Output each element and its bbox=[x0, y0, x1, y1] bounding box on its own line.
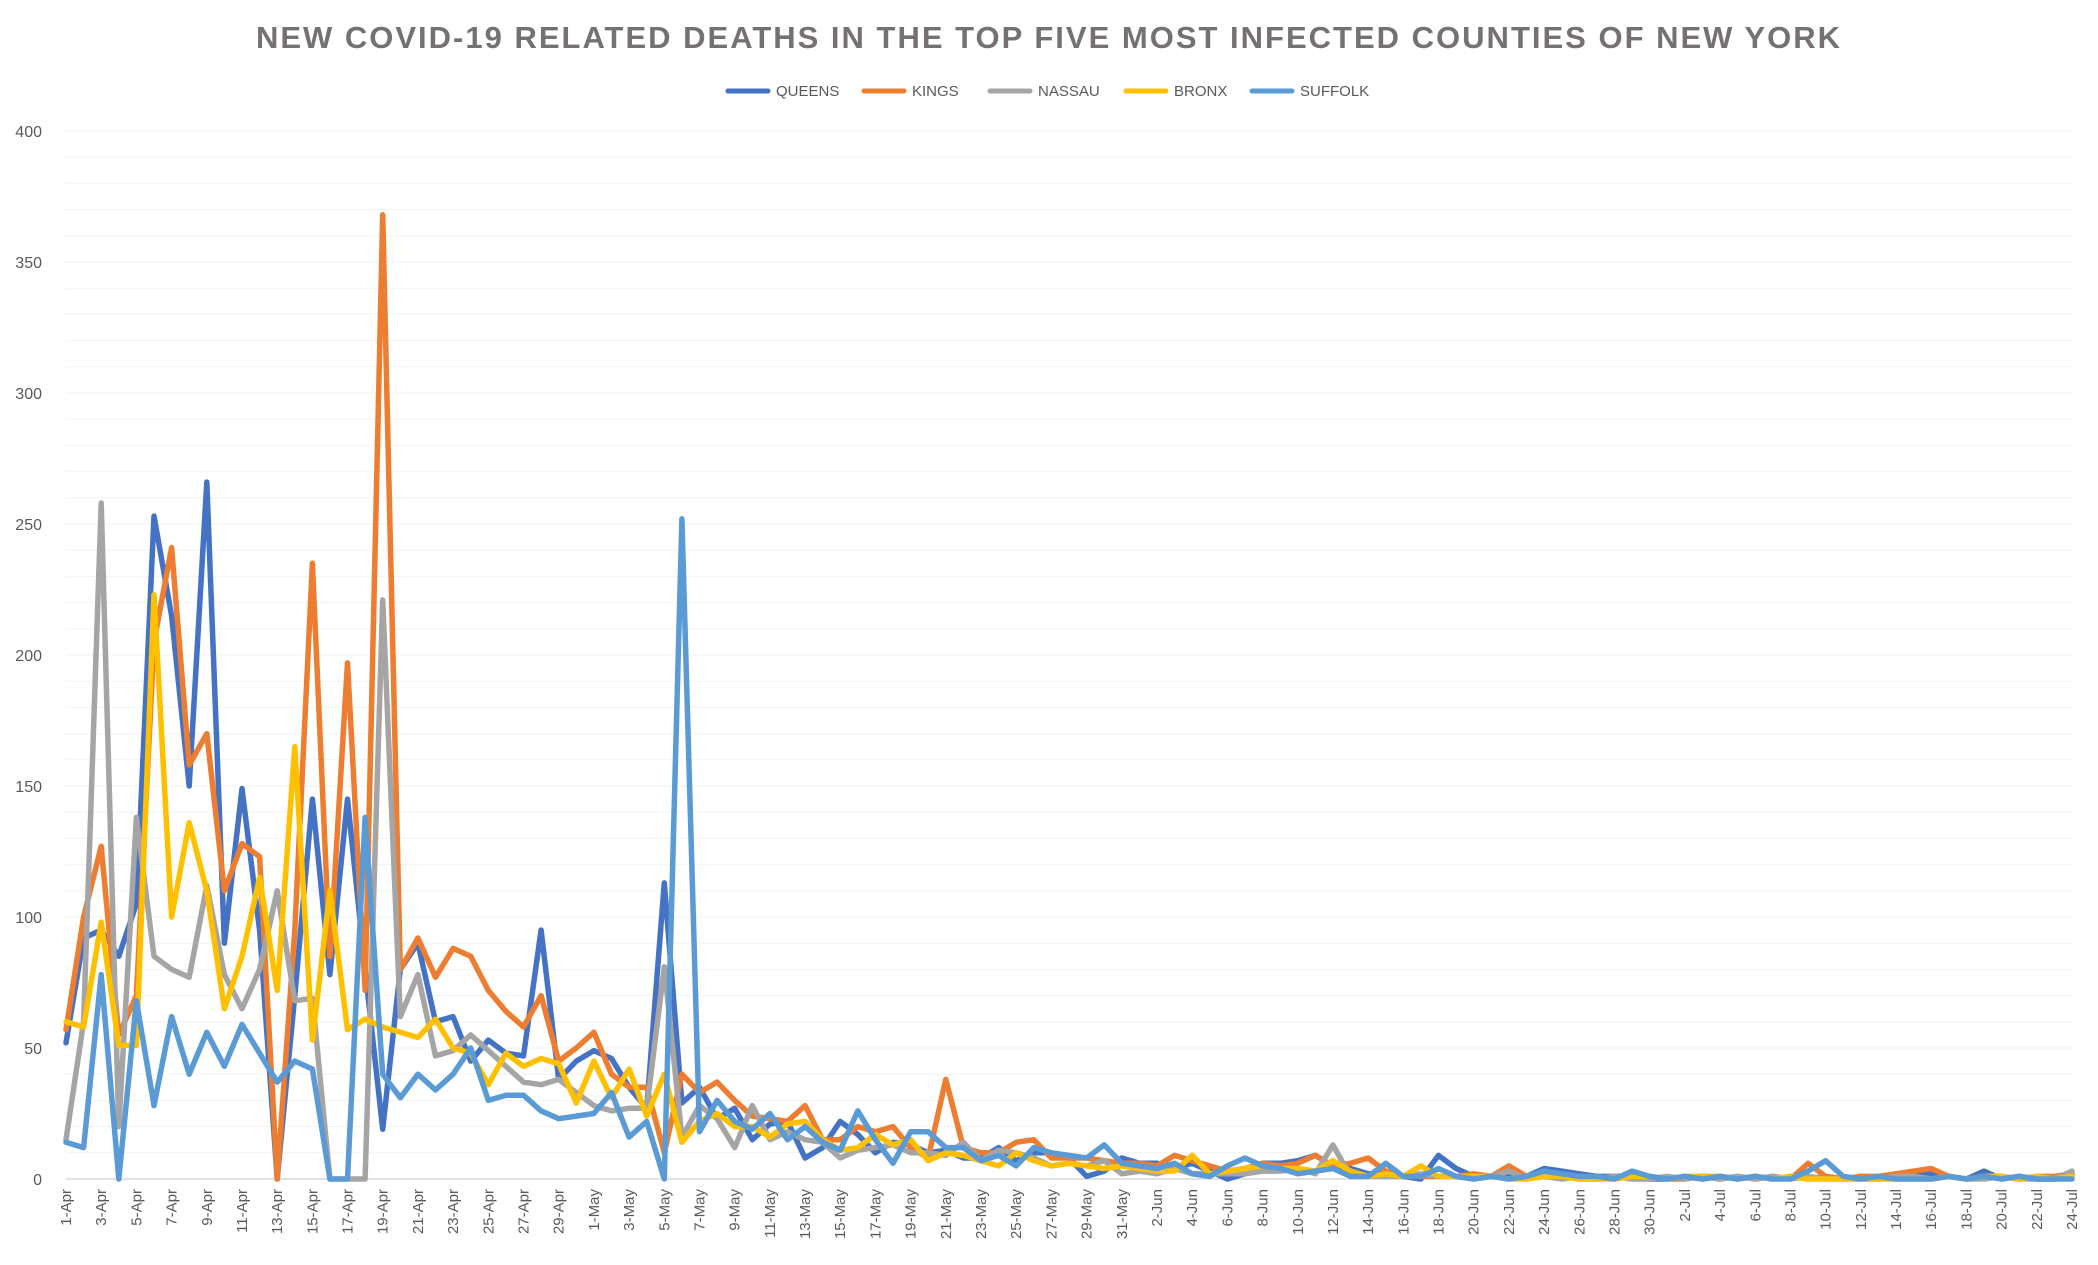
series-line-suffolk bbox=[63, 516, 2075, 1182]
x-tick-label: 7-Apr bbox=[164, 1189, 181, 1226]
x-tick-label: 1-Apr bbox=[58, 1189, 75, 1226]
chart-title: NEW COVID-19 RELATED DEATHS IN THE TOP F… bbox=[256, 20, 1842, 55]
y-tick-label: 100 bbox=[15, 910, 42, 927]
x-tick-label: 11-May bbox=[762, 1189, 779, 1238]
x-tick-label: 20-Jul bbox=[1994, 1189, 2011, 1230]
x-tick-label: 21-Apr bbox=[410, 1189, 427, 1234]
y-tick-label: 250 bbox=[15, 517, 42, 534]
x-tick-label: 20-Jun bbox=[1466, 1189, 1483, 1235]
x-tick-label: 21-May bbox=[938, 1189, 955, 1240]
x-tick-label: 27-May bbox=[1043, 1189, 1060, 1240]
x-tick-label: 12-Jun bbox=[1325, 1189, 1342, 1235]
x-tick-label: 5-May bbox=[656, 1189, 673, 1231]
x-tick-label: 30-Jun bbox=[1642, 1189, 1659, 1235]
x-tick-label: 15-Apr bbox=[304, 1189, 321, 1234]
legend-item-suffolk: SUFFOLK bbox=[1249, 83, 1369, 100]
legend-label: BRONX bbox=[1174, 83, 1227, 100]
x-tick-label: 12-Jul bbox=[1853, 1189, 1870, 1230]
x-axis: 1-Apr 3-Apr 5-Apr 7-Apr 9-Apr 11-Apr 13-Apr 15-… bbox=[58, 1178, 2081, 1240]
x-tick-label: 10-Jul bbox=[1818, 1189, 1835, 1230]
legend-item-nassau: NASSAU bbox=[987, 83, 1100, 100]
x-tick-label: 2-Jun bbox=[1149, 1189, 1166, 1227]
x-tick-label: 24-Jul bbox=[2064, 1189, 2081, 1230]
x-tick-label: 17-Apr bbox=[340, 1189, 357, 1234]
x-tick-label: 31-May bbox=[1114, 1189, 1131, 1240]
y-tick-label: 200 bbox=[15, 648, 42, 665]
x-tick-label: 16-Jul bbox=[1923, 1189, 1940, 1230]
y-tick-label: 0 bbox=[33, 1172, 42, 1189]
x-tick-label: 19-Apr bbox=[375, 1189, 392, 1234]
x-tick-label: 16-Jun bbox=[1395, 1189, 1412, 1235]
x-tick-label: 19-May bbox=[903, 1189, 920, 1240]
y-tick-label: 400 bbox=[15, 124, 42, 141]
legend-label: QUEENS bbox=[776, 83, 839, 100]
legend-label: NASSAU bbox=[1038, 83, 1100, 100]
x-tick-label: 25-May bbox=[1008, 1189, 1025, 1240]
x-tick-label: 13-May bbox=[797, 1189, 814, 1240]
y-tick-label: 350 bbox=[15, 255, 42, 272]
legend-label: KINGS bbox=[912, 83, 959, 100]
x-tick-label: 17-May bbox=[867, 1189, 884, 1240]
x-tick-label: 5-Apr bbox=[128, 1189, 145, 1226]
x-tick-label: 24-Jun bbox=[1536, 1189, 1553, 1235]
x-tick-label: 14-Jun bbox=[1360, 1189, 1377, 1235]
y-tick-label: 150 bbox=[15, 779, 42, 796]
x-tick-label: 14-Jul bbox=[1888, 1189, 1905, 1230]
x-tick-label: 6-Jun bbox=[1219, 1189, 1236, 1227]
x-tick-label: 25-Apr bbox=[480, 1189, 497, 1234]
x-tick-label: 3-May bbox=[621, 1189, 638, 1231]
x-tick-label: 8-Jun bbox=[1255, 1189, 1272, 1227]
y-axis: 0 50 100 150 200 250 300 350 400 bbox=[15, 124, 42, 1189]
x-tick-label: 3-Apr bbox=[93, 1189, 110, 1226]
legend-item-bronx: BRONX bbox=[1123, 83, 1227, 100]
x-tick-label: 15-May bbox=[832, 1189, 849, 1240]
x-tick-label: 11-Apr bbox=[234, 1189, 251, 1233]
series-lines bbox=[63, 212, 2075, 1182]
x-tick-label: 9-Apr bbox=[199, 1189, 216, 1226]
x-tick-label: 29-Apr bbox=[551, 1189, 568, 1234]
legend-label: SUFFOLK bbox=[1300, 83, 1369, 100]
x-tick-label: 29-May bbox=[1079, 1189, 1096, 1240]
x-tick-label: 7-May bbox=[691, 1189, 708, 1231]
legend-item-queens: QUEENS bbox=[725, 83, 839, 100]
x-tick-label: 27-Apr bbox=[516, 1189, 533, 1234]
x-tick-label: 13-Apr bbox=[269, 1189, 286, 1234]
legend: QUEENS KINGS NASSAU BRONX SUFFOLK bbox=[725, 83, 1369, 100]
x-tick-label: 9-May bbox=[727, 1189, 744, 1231]
x-tick-label: 4-Jul bbox=[1712, 1189, 1729, 1222]
x-tick-label: 10-Jun bbox=[1290, 1189, 1307, 1235]
x-tick-label: 23-Apr bbox=[445, 1189, 462, 1234]
x-tick-label: 28-Jun bbox=[1606, 1189, 1623, 1235]
x-tick-label: 6-Jul bbox=[1747, 1189, 1764, 1222]
x-tick-label: 26-Jun bbox=[1571, 1189, 1588, 1235]
x-tick-label: 4-Jun bbox=[1184, 1189, 1201, 1227]
x-tick-label: 2-Jul bbox=[1677, 1189, 1694, 1222]
x-tick-label: 18-Jun bbox=[1431, 1189, 1448, 1235]
x-tick-label: 18-Jul bbox=[1958, 1189, 1975, 1230]
x-tick-label: 8-Jul bbox=[1782, 1189, 1799, 1222]
y-tick-label: 300 bbox=[15, 386, 42, 403]
x-tick-label: 23-May bbox=[973, 1189, 990, 1240]
legend-item-kings: KINGS bbox=[861, 83, 959, 100]
y-tick-label: 50 bbox=[24, 1041, 42, 1058]
x-tick-label: 1-May bbox=[586, 1189, 603, 1231]
x-tick-label: 22-Jul bbox=[2029, 1189, 2046, 1230]
x-tick-label: 22-Jun bbox=[1501, 1189, 1518, 1235]
